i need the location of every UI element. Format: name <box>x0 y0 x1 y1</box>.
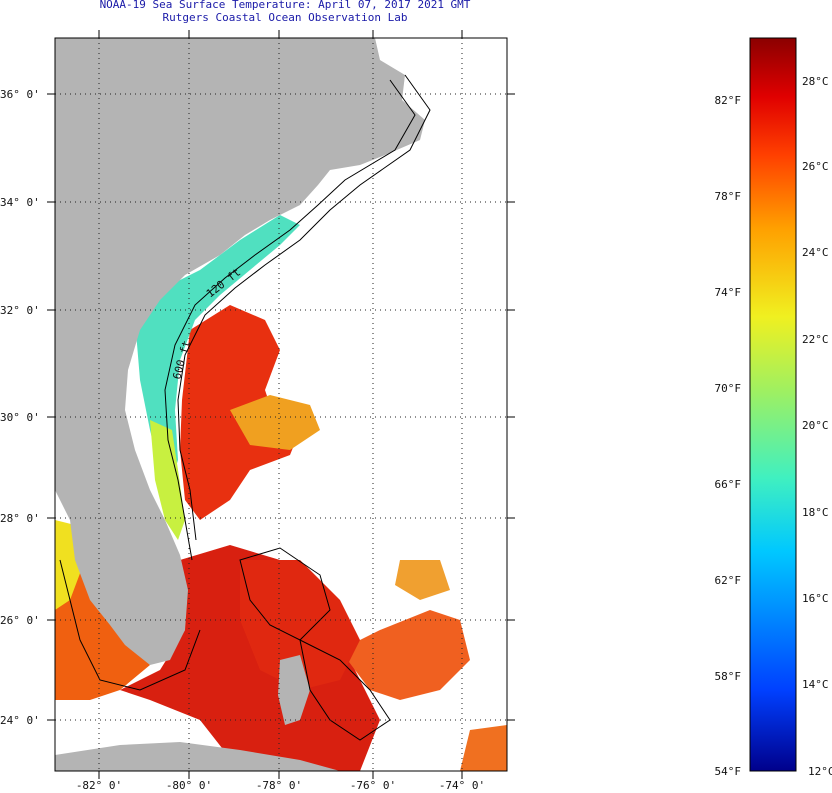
lat-label-32: 32° 0' <box>0 304 40 317</box>
colorbar-c-28: 28°C <box>802 75 829 88</box>
lat-label-34: 34° 0' <box>0 196 40 209</box>
land-andros-island <box>278 655 310 725</box>
lon-label-80: -80° 0' <box>166 779 212 792</box>
lon-label-74: -74° 0' <box>439 779 485 792</box>
colorbar-c-26: 26°C <box>802 160 829 173</box>
colorbar-c-24: 24°C <box>802 246 829 259</box>
sst-florida-coast-yellow-patch <box>150 420 185 540</box>
colorbar-f-82: 82°F <box>715 94 742 107</box>
colorbar-f-62: 62°F <box>715 574 742 587</box>
sst-bahamas-patch <box>240 560 360 690</box>
colorbar <box>749 37 797 772</box>
colorbar-f-58: 58°F <box>715 670 742 683</box>
sst-atlantic-patch <box>395 560 450 600</box>
map-ticks <box>47 30 515 779</box>
sst-caribbean-patch <box>340 610 470 700</box>
isobath-bahamas <box>239 547 331 641</box>
isobath-bahamas-2 <box>299 639 391 741</box>
colorbar-f-54: 54°F <box>715 765 742 778</box>
map-title: NOAA-19 Sea Surface Temperature: April 0… <box>99 0 471 11</box>
colorbar-f-78: 78°F <box>715 190 742 203</box>
land-us-southeast <box>55 38 425 665</box>
lon-label-82: -82° 0' <box>76 779 122 792</box>
map-gridlines <box>55 38 507 771</box>
isobath-600ft <box>177 74 431 541</box>
colorbar-c-22: 22°C <box>802 333 829 346</box>
sst-gulf-patch <box>55 560 150 700</box>
map-border <box>54 37 508 772</box>
sst-lower-right-patch <box>460 725 507 771</box>
sst-southeast-coast-cool-patch <box>135 215 300 480</box>
colorbar-c-18: 18°C <box>802 506 829 519</box>
lat-label-24: 24° 0' <box>0 714 40 727</box>
colorbar-c-20: 20°C <box>802 419 829 432</box>
isobath-gulf <box>59 559 201 691</box>
lat-label-26: 26° 0' <box>0 614 40 627</box>
lat-label-30: 30° 0' <box>0 411 40 424</box>
isobath-120ft <box>164 79 416 561</box>
colorbar-f-74: 74°F <box>715 286 742 299</box>
sst-warm-eddy-patch <box>230 395 320 450</box>
colorbar-c-16: 16°C <box>802 592 829 605</box>
map-subtitle: Rutgers Coastal Ocean Observation Lab <box>162 11 408 24</box>
lon-label-76: -76° 0' <box>350 779 396 792</box>
colorbar-f-66: 66°F <box>715 478 742 491</box>
land-cuba <box>55 742 340 771</box>
colorbar-c-12: 12°C <box>808 765 832 778</box>
lat-label-36: 36° 0' <box>0 88 40 101</box>
lat-label-28: 28° 0' <box>0 512 40 525</box>
lon-label-78: -78° 0' <box>256 779 302 792</box>
colorbar-c-14: 14°C <box>802 678 829 691</box>
colorbar-f-70: 70°F <box>715 382 742 395</box>
